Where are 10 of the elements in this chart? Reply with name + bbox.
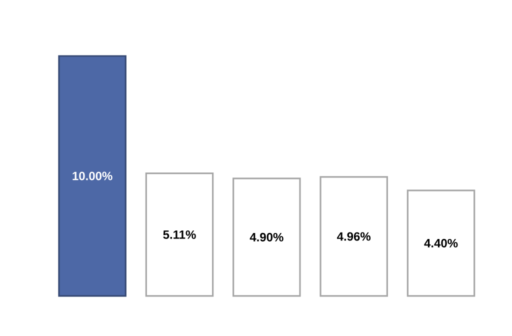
data-label: 4.90%	[250, 232, 284, 242]
bar	[145, 172, 214, 297]
data-label: 4.40%	[424, 238, 458, 248]
data-label: 5.11%	[163, 230, 196, 239]
data-label: 4.96%	[337, 232, 371, 241]
bar	[320, 176, 388, 297]
bar	[232, 178, 301, 297]
bar	[406, 190, 476, 297]
bar	[58, 55, 126, 297]
data-label: 10.00%	[72, 172, 112, 180]
